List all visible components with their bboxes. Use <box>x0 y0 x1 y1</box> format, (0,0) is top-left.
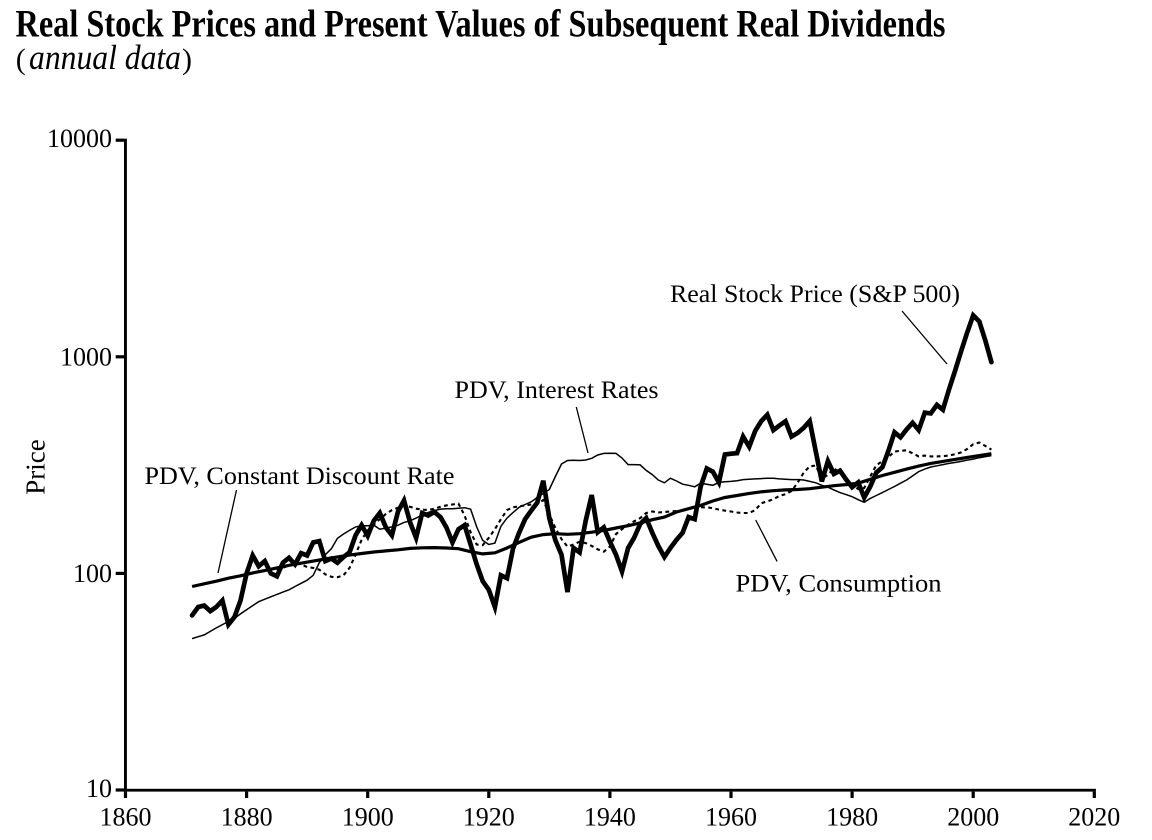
svg-text:1980: 1980 <box>826 803 878 832</box>
svg-text:PDV, Consumption: PDV, Consumption <box>736 569 942 598</box>
svg-text:2000: 2000 <box>947 803 999 832</box>
svg-text:1860: 1860 <box>100 803 152 832</box>
svg-text:): ) <box>182 43 192 76</box>
svg-text:1000: 1000 <box>60 343 112 372</box>
svg-text:1960: 1960 <box>705 803 757 832</box>
svg-text:1880: 1880 <box>221 803 273 832</box>
svg-text:PDV, Interest Rates: PDV, Interest Rates <box>455 375 659 404</box>
svg-text:annual data: annual data <box>29 38 181 77</box>
svg-text:1900: 1900 <box>342 803 394 832</box>
svg-text:10: 10 <box>86 774 112 803</box>
svg-text:1920: 1920 <box>463 803 515 832</box>
svg-text:Price: Price <box>21 439 51 494</box>
svg-text:1940: 1940 <box>584 803 636 832</box>
svg-text:100: 100 <box>73 559 112 588</box>
svg-text:Real Stock Price (S&P 500): Real Stock Price (S&P 500) <box>670 279 960 308</box>
svg-text:Real Stock Prices and Present: Real Stock Prices and Present Values of … <box>16 3 946 46</box>
svg-text:PDV, Constant Discount Rate: PDV, Constant Discount Rate <box>145 461 455 490</box>
svg-text:(: ( <box>16 43 26 76</box>
svg-text:2020: 2020 <box>1068 803 1120 832</box>
svg-text:10000: 10000 <box>47 124 112 153</box>
